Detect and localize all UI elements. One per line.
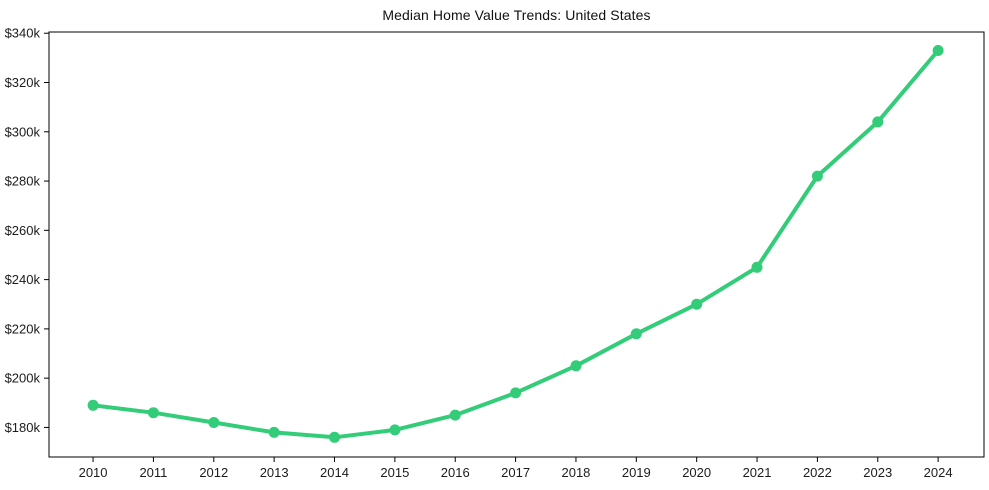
y-axis-tick-label: $220k [5,321,41,336]
data-point-marker [329,431,340,443]
data-point-marker [268,426,280,438]
data-point-marker [811,170,823,182]
x-axis-tick-label: 2020 [682,465,711,480]
data-point-marker [932,45,944,56]
y-axis-tick-label: $240k [5,272,41,287]
data-point-marker [449,409,461,421]
x-axis-tick-label: 2011 [139,465,167,480]
axes-frame [48,31,985,458]
data-point-marker [630,328,642,340]
x-axis-tick-label: 2013 [260,465,289,480]
trend-line [91,48,941,440]
y-axis-tick-label: $340k [5,26,41,41]
x-axis-tick-label: 2015 [380,465,409,480]
data-point-marker [389,424,401,436]
x-axis-tick-label: 2023 [863,465,892,480]
y-axis-tick-label: $280k [5,174,41,189]
data-point-marker [570,360,582,372]
x-axis-tick-label: 2016 [441,465,470,480]
x-axis-tick-label: 2017 [501,465,530,480]
x-axis-tick-label: 2024 [924,465,953,480]
y-axis-tick-label: $320k [5,75,41,90]
data-point-marker [872,116,884,128]
chart-title: Median Home Value Trends: United States [382,7,651,23]
y-axis-tick-label: $200k [5,371,41,386]
data-point-marker [87,399,99,411]
x-axis-tick-label: 2022 [803,465,832,480]
data-point-marker [147,407,159,419]
x-axis-tick-label: 2010 [79,465,108,480]
x-axis-tick-label: 2012 [199,465,228,480]
y-axis-tick-label: $300k [5,124,41,139]
data-point-marker [751,261,763,273]
data-point-marker [510,387,522,399]
x-axis-tick-label: 2018 [561,465,590,480]
data-point-marker [691,298,703,310]
x-axis-tick-label: 2019 [622,465,651,480]
y-axis-tick-label: $260k [5,223,41,238]
y-axis-tick-label: $180k [5,420,41,435]
data-point-marker [208,417,220,428]
x-axis-tick-label: 2021 [743,465,772,480]
x-axis-tick-label: 2014 [320,465,349,480]
